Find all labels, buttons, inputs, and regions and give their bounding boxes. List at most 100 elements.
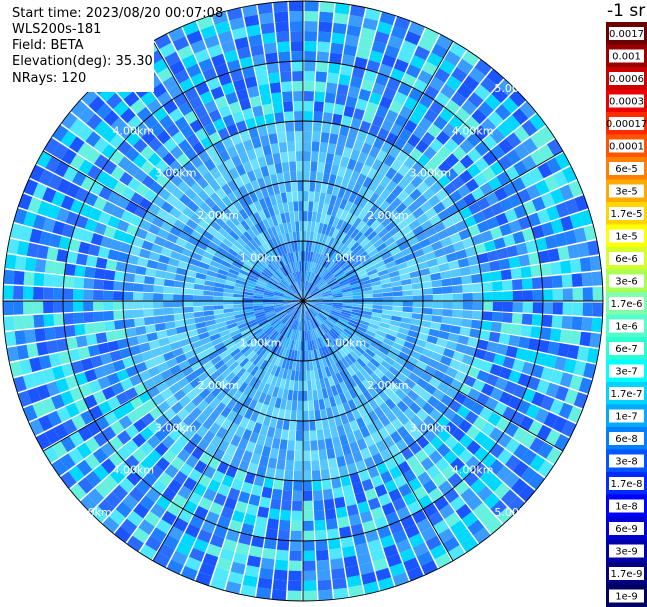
ray-gate bbox=[205, 246, 217, 256]
ray-gate bbox=[426, 464, 441, 479]
ray-gate bbox=[303, 171, 310, 182]
ray-gate bbox=[352, 306, 363, 311]
ray-gate bbox=[236, 354, 247, 365]
ray-gate bbox=[397, 413, 410, 426]
ray-gate bbox=[319, 142, 328, 153]
ray-gate bbox=[227, 179, 238, 192]
ray-gate bbox=[275, 377, 282, 388]
ray-gate bbox=[338, 392, 348, 404]
ray-gate bbox=[472, 462, 488, 478]
ray-gate bbox=[534, 352, 548, 366]
ray-gate bbox=[376, 264, 387, 273]
ray-gate bbox=[135, 326, 147, 336]
ray-gate bbox=[236, 275, 247, 283]
ray-gate bbox=[410, 175, 424, 188]
ray-gate bbox=[332, 113, 343, 125]
ray-gate bbox=[214, 231, 226, 242]
ray-gate bbox=[6, 238, 20, 255]
ray-gate bbox=[245, 117, 257, 130]
ray-gate bbox=[246, 336, 257, 345]
ray-gate bbox=[362, 212, 373, 224]
ray-gate bbox=[335, 372, 344, 384]
ray-gate bbox=[402, 195, 415, 208]
ray-gate bbox=[166, 328, 178, 337]
ray-gate bbox=[349, 76, 363, 89]
ray-gate bbox=[313, 275, 320, 285]
ray-gate bbox=[387, 265, 399, 274]
ray-gate bbox=[43, 287, 54, 300]
colorbar-label-background bbox=[609, 387, 644, 400]
ray-gate bbox=[442, 286, 453, 294]
ray-gate bbox=[486, 250, 499, 262]
ray-gate bbox=[264, 308, 275, 314]
ray-gate bbox=[326, 332, 335, 342]
ray-gate bbox=[312, 296, 323, 300]
ray-gate bbox=[279, 519, 291, 531]
ray-gate bbox=[528, 420, 543, 436]
ray-gate bbox=[243, 384, 253, 396]
ray-gate bbox=[284, 111, 294, 122]
ray-gate bbox=[248, 321, 259, 328]
ray-gate bbox=[191, 340, 203, 350]
ray-gate bbox=[319, 284, 329, 291]
ray-gate bbox=[307, 340, 311, 351]
ray-gate bbox=[194, 224, 206, 236]
ray-gate bbox=[346, 323, 357, 331]
ray-gate bbox=[254, 263, 265, 272]
ray-gate bbox=[51, 365, 65, 380]
ray-gate bbox=[559, 184, 574, 201]
ray-gate bbox=[562, 302, 573, 316]
ray-gate bbox=[315, 232, 322, 243]
ray-gate bbox=[283, 302, 294, 306]
ray-gate bbox=[235, 542, 250, 555]
ray-gate bbox=[3, 316, 15, 331]
ray-gate bbox=[163, 286, 174, 294]
ray-gate bbox=[559, 372, 574, 388]
ray-gate bbox=[173, 470, 188, 485]
ray-gate bbox=[219, 548, 235, 562]
ray-gate bbox=[363, 581, 380, 595]
ray-gate bbox=[321, 122, 332, 134]
colorbar-label-background bbox=[609, 297, 644, 310]
ray-gate bbox=[97, 246, 110, 259]
ray-gate bbox=[335, 144, 345, 157]
ray-gate bbox=[252, 328, 263, 336]
ray-gate bbox=[233, 78, 247, 92]
ray-gate bbox=[123, 309, 134, 319]
ray-gate bbox=[343, 390, 353, 402]
ray-gate bbox=[271, 260, 280, 270]
ray-gate bbox=[356, 357, 367, 368]
ray-gate bbox=[486, 216, 500, 230]
ray-gate bbox=[411, 383, 424, 396]
ray-gate bbox=[452, 146, 467, 161]
ray-gate bbox=[182, 20, 200, 36]
ray-gate bbox=[412, 366, 424, 378]
ray-gate bbox=[329, 264, 339, 273]
ray-gate bbox=[395, 236, 407, 246]
ray-gate bbox=[522, 388, 536, 403]
ray-gate bbox=[168, 26, 185, 42]
ray-gate bbox=[296, 420, 303, 431]
ray-gate bbox=[270, 143, 280, 155]
ray-gate bbox=[208, 265, 219, 273]
ray-gate bbox=[353, 360, 363, 371]
ray-gate bbox=[148, 339, 161, 350]
ray-gate bbox=[228, 268, 240, 276]
ray-gate bbox=[93, 137, 109, 153]
ray-gate bbox=[295, 320, 299, 331]
ray-gate bbox=[264, 196, 273, 208]
ray-gate bbox=[307, 282, 313, 293]
ray-gate bbox=[260, 336, 270, 346]
ray-gate bbox=[362, 413, 373, 426]
ray-gate bbox=[412, 125, 427, 140]
colorbar-label-background bbox=[609, 432, 644, 445]
colorbar-level-label: 1e-9 bbox=[615, 592, 638, 603]
ray-gate bbox=[151, 243, 163, 254]
ray-gate bbox=[336, 256, 346, 266]
ray-gate bbox=[190, 39, 207, 54]
ray-gate bbox=[298, 281, 302, 292]
ray-gate bbox=[243, 306, 254, 311]
ray-gate bbox=[308, 400, 314, 411]
ray-gate bbox=[217, 227, 229, 238]
ray-gate bbox=[348, 319, 359, 326]
